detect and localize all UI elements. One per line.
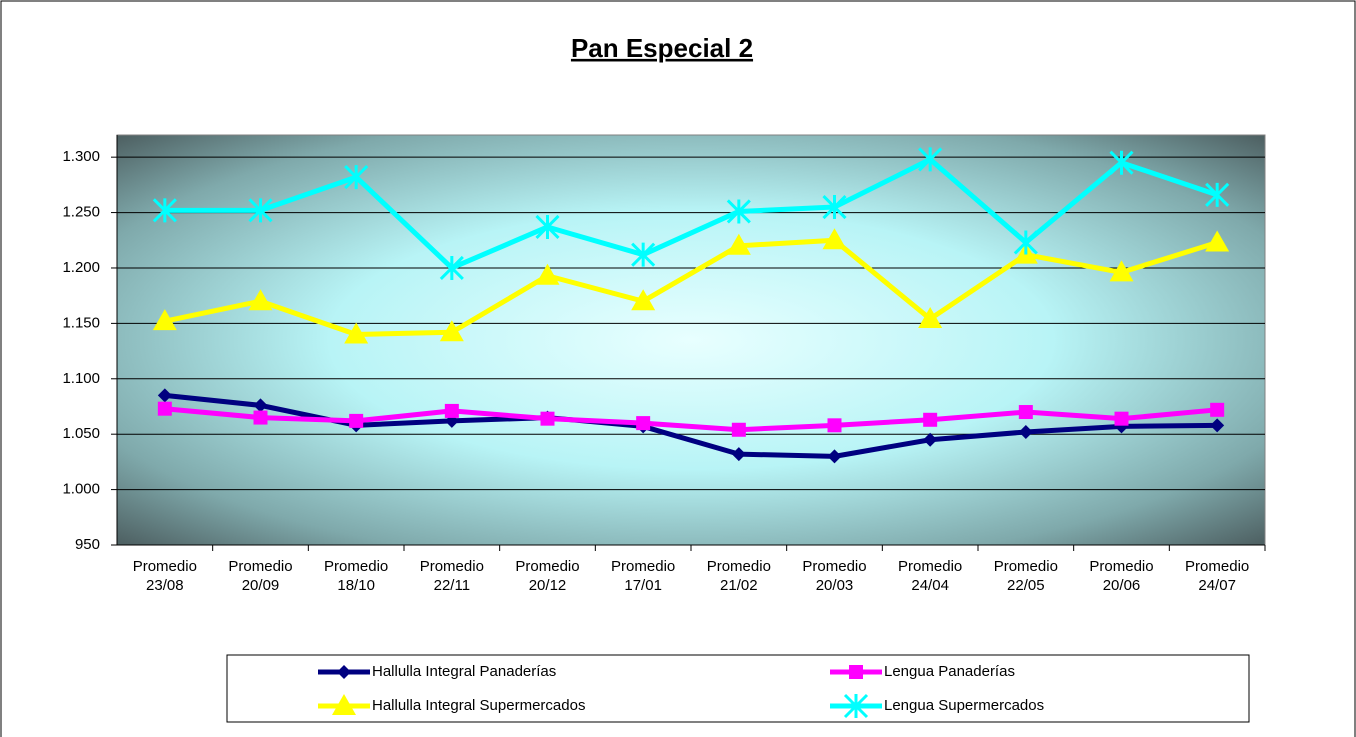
marker xyxy=(923,412,938,427)
marker xyxy=(444,403,459,418)
marker xyxy=(1205,230,1230,252)
marker xyxy=(631,289,656,311)
marker xyxy=(822,194,847,220)
x-tick-label: Promedio 20/09 xyxy=(228,558,293,594)
marker xyxy=(253,410,268,425)
x-tick-label: Promedio 22/11 xyxy=(419,558,484,594)
marker xyxy=(923,432,938,447)
marker xyxy=(248,198,273,223)
marker xyxy=(540,411,555,426)
marker xyxy=(1205,182,1230,207)
x-tick-label: Promedio 20/12 xyxy=(515,558,580,594)
marker xyxy=(344,165,369,190)
y-tick-label: 1.150 xyxy=(62,314,100,331)
series-line xyxy=(164,156,1218,271)
marker xyxy=(1018,405,1033,420)
series-line xyxy=(164,406,1218,433)
marker xyxy=(1114,411,1129,426)
marker xyxy=(344,322,369,344)
marker xyxy=(1109,150,1134,175)
marker xyxy=(731,422,746,437)
x-tick-label: Promedio 17/01 xyxy=(611,558,676,594)
marker xyxy=(631,242,656,267)
marker xyxy=(849,665,863,679)
marker xyxy=(152,309,177,331)
marker xyxy=(726,199,751,224)
marker xyxy=(918,306,943,328)
marker xyxy=(349,413,364,428)
marker xyxy=(822,228,847,250)
y-tick-label: 1.200 xyxy=(62,259,100,276)
marker xyxy=(726,233,751,255)
marker xyxy=(535,263,560,285)
legend xyxy=(226,654,1250,723)
plot-area xyxy=(116,134,1266,546)
marker xyxy=(253,398,268,413)
y-tick-label: 1.050 xyxy=(62,425,100,442)
marker xyxy=(1018,424,1033,439)
marker xyxy=(731,447,746,462)
marker xyxy=(152,198,177,223)
legend-label: Lengua Supermercados xyxy=(884,697,1044,714)
marker xyxy=(332,694,356,715)
marker xyxy=(1210,418,1225,433)
marker xyxy=(439,320,464,342)
marker xyxy=(1210,402,1225,417)
x-tick-label: Promedio 20/03 xyxy=(802,558,867,594)
y-tick-label: 1.300 xyxy=(62,148,100,165)
marker xyxy=(535,214,560,240)
marker xyxy=(636,416,651,431)
x-tick-label: Promedio 22/05 xyxy=(993,558,1058,594)
legend-label: Hallulla Integral Panaderías xyxy=(372,663,556,680)
marker xyxy=(337,665,351,679)
y-tick-label: 950 xyxy=(75,536,100,553)
x-tick-label: Promedio 18/10 xyxy=(324,558,389,594)
marker xyxy=(1013,230,1038,255)
y-tick-label: 1.250 xyxy=(62,204,100,221)
x-tick-label: Promedio 24/04 xyxy=(898,558,963,594)
marker xyxy=(1109,260,1134,282)
marker xyxy=(827,418,842,433)
legend-label: Hallulla Integral Supermercados xyxy=(372,697,585,714)
x-tick-label: Promedio 23/08 xyxy=(132,558,197,594)
marker xyxy=(843,693,869,719)
y-tick-label: 1.000 xyxy=(62,481,100,498)
marker xyxy=(157,401,172,416)
series-line xyxy=(164,237,1218,337)
marker xyxy=(157,388,172,403)
x-tick-label: Promedio 20/06 xyxy=(1089,558,1154,594)
legend-label: Lengua Panaderías xyxy=(884,663,1015,680)
marker xyxy=(827,449,842,464)
x-tick-label: Promedio 24/07 xyxy=(1185,558,1250,594)
marker xyxy=(248,289,273,311)
x-tick-label: Promedio 21/02 xyxy=(706,558,771,594)
y-tick-label: 1.100 xyxy=(62,370,100,387)
marker xyxy=(918,147,943,172)
marker xyxy=(439,255,464,281)
chart-title: Pan Especial 2 xyxy=(571,33,753,63)
